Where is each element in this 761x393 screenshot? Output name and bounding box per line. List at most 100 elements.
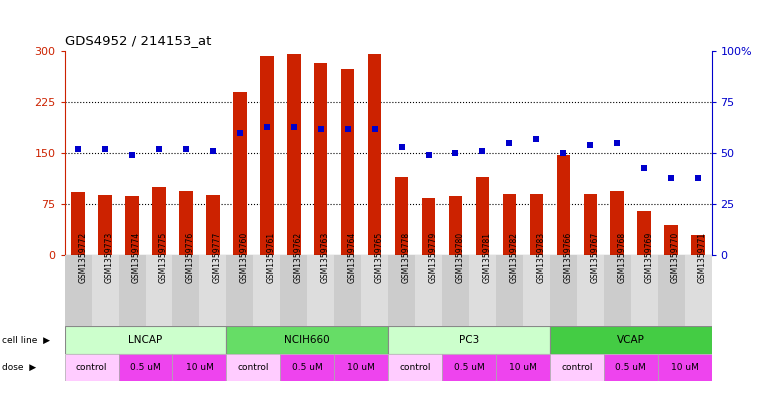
Bar <box>334 51 361 255</box>
Text: LNCAP: LNCAP <box>129 335 163 345</box>
Bar <box>145 51 173 255</box>
Text: GSM1359768: GSM1359768 <box>617 232 626 283</box>
Bar <box>449 196 462 255</box>
Text: 10 uM: 10 uM <box>186 363 213 372</box>
Text: GSM1359761: GSM1359761 <box>267 232 275 283</box>
Bar <box>334 255 361 326</box>
Bar <box>442 354 496 381</box>
Bar <box>180 191 193 255</box>
Text: GSM1359783: GSM1359783 <box>537 232 546 283</box>
Text: GDS4952 / 214153_at: GDS4952 / 214153_at <box>65 34 211 47</box>
Bar <box>603 255 631 326</box>
Bar <box>664 225 678 255</box>
Text: GSM1359774: GSM1359774 <box>132 232 141 283</box>
Bar <box>388 51 415 255</box>
Text: 10 uM: 10 uM <box>347 363 375 372</box>
Text: control: control <box>400 363 431 372</box>
Bar <box>334 354 388 381</box>
Bar <box>227 354 280 381</box>
Bar <box>631 51 658 255</box>
Bar <box>603 354 658 381</box>
Text: GSM1359778: GSM1359778 <box>402 232 411 283</box>
Bar <box>280 51 307 255</box>
Bar <box>227 255 253 326</box>
Text: GSM1359762: GSM1359762 <box>294 232 303 283</box>
Bar <box>145 255 173 326</box>
Bar <box>503 194 516 255</box>
Bar <box>253 255 280 326</box>
Text: GSM1359769: GSM1359769 <box>644 232 653 283</box>
Text: 0.5 uM: 0.5 uM <box>454 363 484 372</box>
Text: GSM1359772: GSM1359772 <box>78 232 88 283</box>
Text: PC3: PC3 <box>459 335 479 345</box>
Text: GSM1359773: GSM1359773 <box>105 232 114 283</box>
Bar <box>119 354 173 381</box>
Bar <box>65 255 91 326</box>
Bar <box>388 255 415 326</box>
Bar <box>307 255 334 326</box>
Bar <box>422 198 435 255</box>
Bar <box>173 51 199 255</box>
Bar <box>550 51 577 255</box>
Bar <box>550 354 603 381</box>
Text: NCIH660: NCIH660 <box>285 335 330 345</box>
Bar <box>658 354 712 381</box>
Bar <box>65 51 91 255</box>
Bar <box>550 255 577 326</box>
Bar <box>98 195 112 255</box>
Bar <box>388 326 550 354</box>
Bar <box>65 354 119 381</box>
Text: GSM1359780: GSM1359780 <box>456 232 464 283</box>
Bar <box>341 69 355 255</box>
Bar <box>152 187 166 255</box>
Bar <box>415 51 442 255</box>
Bar <box>314 63 327 255</box>
Text: 0.5 uM: 0.5 uM <box>616 363 646 372</box>
Bar <box>530 194 543 255</box>
Bar <box>173 354 227 381</box>
Bar <box>280 354 334 381</box>
Text: control: control <box>561 363 593 372</box>
Text: GSM1359779: GSM1359779 <box>428 232 438 283</box>
Text: GSM1359760: GSM1359760 <box>240 232 249 283</box>
Text: GSM1359771: GSM1359771 <box>698 232 707 283</box>
Text: cell line  ▶: cell line ▶ <box>2 336 49 344</box>
Bar <box>685 51 712 255</box>
Bar <box>496 51 523 255</box>
Text: GSM1359764: GSM1359764 <box>348 232 357 283</box>
Bar <box>577 255 603 326</box>
Bar <box>584 194 597 255</box>
Text: 10 uM: 10 uM <box>509 363 537 372</box>
Text: 10 uM: 10 uM <box>670 363 699 372</box>
Bar <box>658 51 685 255</box>
Bar <box>368 54 381 255</box>
Bar <box>523 255 550 326</box>
Text: 0.5 uM: 0.5 uM <box>292 363 323 372</box>
Text: GSM1359781: GSM1359781 <box>482 232 492 283</box>
Bar <box>556 154 570 255</box>
Bar <box>691 235 705 255</box>
Text: GSM1359782: GSM1359782 <box>509 232 518 283</box>
Bar <box>119 255 145 326</box>
Text: control: control <box>76 363 107 372</box>
Text: GSM1359776: GSM1359776 <box>186 232 195 283</box>
Text: VCAP: VCAP <box>616 335 645 345</box>
Bar <box>496 255 523 326</box>
Bar <box>577 51 603 255</box>
Bar <box>476 177 489 255</box>
Text: GSM1359770: GSM1359770 <box>671 232 680 283</box>
Bar <box>610 191 624 255</box>
Text: 0.5 uM: 0.5 uM <box>130 363 161 372</box>
Bar <box>361 255 388 326</box>
Bar <box>388 354 442 381</box>
Bar <box>280 255 307 326</box>
Bar <box>469 51 496 255</box>
Text: GSM1359775: GSM1359775 <box>159 232 168 283</box>
Bar <box>395 177 409 255</box>
Bar <box>253 51 280 255</box>
Bar <box>91 51 119 255</box>
Text: control: control <box>237 363 269 372</box>
Text: dose  ▶: dose ▶ <box>2 363 36 372</box>
Bar <box>469 255 496 326</box>
Bar <box>199 51 227 255</box>
